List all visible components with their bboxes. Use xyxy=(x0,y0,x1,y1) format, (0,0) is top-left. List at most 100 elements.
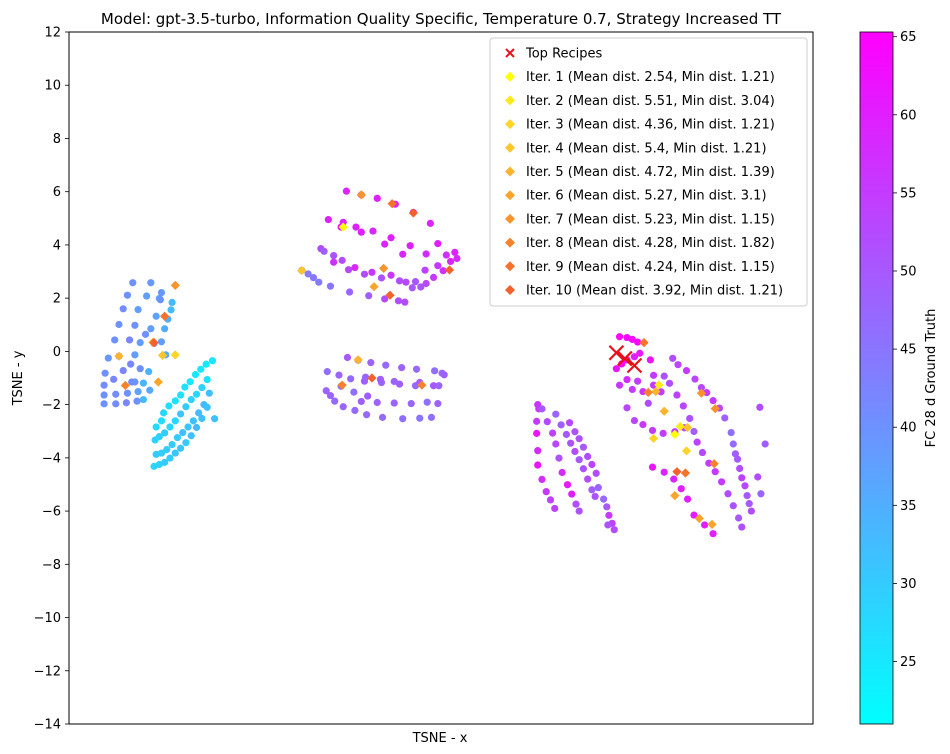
data-point xyxy=(729,440,737,448)
iteration-9-marker xyxy=(639,338,649,348)
data-point xyxy=(139,395,147,404)
data-point xyxy=(122,399,130,407)
y-tick-label: −4 xyxy=(42,451,61,466)
legend-diamond-marker xyxy=(505,213,515,224)
data-point xyxy=(203,403,211,411)
data-point xyxy=(429,382,438,390)
data-point xyxy=(402,278,410,286)
data-point xyxy=(649,371,658,379)
data-point xyxy=(350,388,358,396)
data-point xyxy=(628,335,636,344)
data-point xyxy=(167,306,175,314)
legend-entry: Iter. 3 (Mean dist. 4.36, Min dist. 1.21… xyxy=(505,118,775,133)
top-recipe-marker xyxy=(617,350,633,367)
data-point xyxy=(112,400,120,408)
data-point xyxy=(115,320,123,329)
data-point xyxy=(534,447,542,455)
iteration-8-marker xyxy=(709,459,719,469)
data-point xyxy=(648,463,657,471)
y-tick-label: −8 xyxy=(42,558,61,573)
data-point xyxy=(203,375,211,384)
data-point xyxy=(630,416,639,425)
data-point xyxy=(125,336,134,344)
iteration-6-marker xyxy=(153,377,163,387)
iteration-6-marker xyxy=(707,519,717,529)
data-point xyxy=(682,366,691,375)
data-point xyxy=(665,379,674,387)
legend-diamond-marker xyxy=(505,190,515,201)
legend-x-marker xyxy=(505,48,515,58)
data-point xyxy=(557,421,565,429)
data-point xyxy=(743,492,751,500)
y-tick-label: 12 xyxy=(44,26,61,41)
data-point xyxy=(551,504,559,513)
data-point xyxy=(670,475,678,483)
data-point xyxy=(345,288,354,296)
data-point xyxy=(330,258,338,266)
data-point xyxy=(364,392,372,400)
data-point xyxy=(171,417,179,425)
data-point xyxy=(401,298,409,306)
legend-diamond-marker xyxy=(505,71,515,82)
chart-title: Model: gpt-3.5-turbo, Information Qualit… xyxy=(101,10,782,28)
data-point xyxy=(416,414,424,422)
data-point xyxy=(543,418,551,426)
data-point xyxy=(406,242,414,250)
data-point xyxy=(360,270,369,278)
data-point xyxy=(165,402,173,410)
y-tick-label: −6 xyxy=(42,505,61,520)
legend-entry: Iter. 8 (Mean dist. 4.28, Min dist. 1.82… xyxy=(505,236,775,251)
data-point xyxy=(387,271,395,279)
data-point xyxy=(572,500,580,508)
data-point xyxy=(745,500,753,508)
data-point xyxy=(615,333,624,341)
legend-label: Top Recipes xyxy=(525,47,603,62)
data-point xyxy=(326,282,335,290)
data-point xyxy=(159,409,168,417)
data-point xyxy=(636,349,644,357)
data-point xyxy=(171,397,179,405)
legend-diamond-marker xyxy=(505,237,515,248)
data-point xyxy=(399,415,407,423)
data-point xyxy=(686,414,694,423)
y-tick-label: −12 xyxy=(34,664,61,679)
data-point xyxy=(717,478,726,486)
iteration-10-marker xyxy=(672,467,682,477)
data-point xyxy=(344,266,353,274)
data-point xyxy=(634,377,642,385)
data-point xyxy=(563,481,572,489)
legend-entry: Iter. 10 (Mean dist. 3.92, Min dist. 1.2… xyxy=(505,284,783,299)
data-point xyxy=(186,378,194,386)
y-axis-title: TSNE - y xyxy=(11,350,26,406)
data-point xyxy=(546,496,555,504)
data-point xyxy=(408,284,416,292)
data-point xyxy=(567,439,575,447)
iteration-6-marker xyxy=(369,282,379,292)
colorbar-label: FC 28 d Ground Truth xyxy=(924,309,939,448)
data-point xyxy=(373,398,381,407)
iteration-9-marker xyxy=(160,311,170,321)
data-point xyxy=(754,473,762,481)
y-tick-label: −10 xyxy=(34,611,61,626)
data-point xyxy=(152,312,160,320)
legend-diamond-marker xyxy=(505,285,515,295)
data-point xyxy=(100,381,108,389)
data-point xyxy=(558,468,566,477)
data-point xyxy=(709,397,717,405)
iteration-7-marker xyxy=(710,404,720,414)
colorbar xyxy=(860,32,893,724)
iteration-1-marker xyxy=(670,429,680,440)
colorbar-tick-label: 40 xyxy=(900,421,917,436)
iteration-2-marker xyxy=(675,421,685,432)
data-point xyxy=(446,257,455,266)
data-point xyxy=(197,365,205,373)
data-point xyxy=(339,403,347,411)
data-point xyxy=(161,325,169,333)
data-point xyxy=(133,397,141,405)
data-point xyxy=(157,449,166,457)
data-point xyxy=(705,459,713,467)
data-point xyxy=(147,325,155,333)
data-point xyxy=(549,429,557,437)
data-point xyxy=(182,439,190,447)
